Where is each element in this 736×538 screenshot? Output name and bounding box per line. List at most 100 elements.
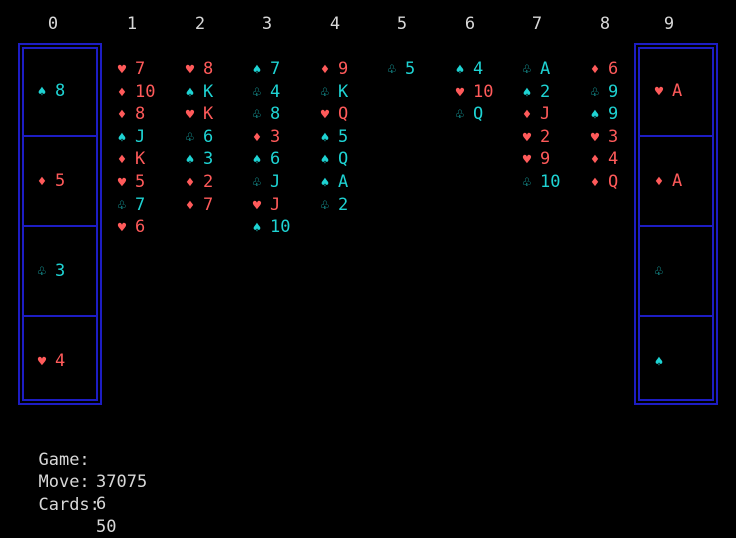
- freecell-3[interactable]: ♥ 4: [35, 350, 65, 372]
- card-rank: Q: [608, 172, 619, 192]
- tableau-card[interactable]: ♥ 2: [520, 126, 550, 148]
- diamond-suit-icon: ♦: [522, 107, 532, 123]
- spade-suit-icon: ♠: [117, 130, 127, 146]
- foundation-diamonds[interactable]: ♦ A: [652, 170, 682, 192]
- tableau-card[interactable]: ♧ 5: [385, 58, 415, 80]
- tableau-card[interactable]: ♦ 4: [588, 148, 618, 170]
- tableau-card[interactable]: ♥ 5: [115, 171, 145, 193]
- move-label: Move:: [38, 472, 90, 492]
- foundation-divider: [640, 315, 712, 317]
- column-number-1: 1: [126, 14, 138, 34]
- freecell-1[interactable]: ♦ 5: [35, 170, 65, 192]
- tableau-card[interactable]: ♧ 7: [115, 194, 145, 216]
- tableau-card[interactable]: ♧ A: [520, 58, 550, 80]
- cards-label: Cards:: [38, 495, 100, 515]
- card-rank: K: [338, 82, 349, 102]
- card-rank: J: [270, 172, 281, 192]
- card-rank: 8: [203, 59, 214, 79]
- tableau-card[interactable]: ♧ Q: [453, 103, 483, 125]
- tableau-card[interactable]: ♠ J: [115, 126, 145, 148]
- card-rank: K: [203, 82, 214, 102]
- spade-suit-icon: ♠: [37, 84, 47, 100]
- tableau-card[interactable]: ♥ 10: [453, 81, 494, 103]
- heart-suit-icon: ♥: [185, 107, 195, 123]
- tableau-card[interactable]: ♧ J: [250, 171, 280, 193]
- tableau-card[interactable]: ♦ 9: [318, 58, 348, 80]
- tableau-card[interactable]: ♠ 5: [318, 126, 348, 148]
- tableau-card[interactable]: ♦ 7: [183, 194, 213, 216]
- heart-suit-icon: ♥: [320, 107, 330, 123]
- tableau-card[interactable]: ♥ 7: [115, 58, 145, 80]
- column-number-3: 3: [261, 14, 273, 34]
- tableau-card[interactable]: ♠ A: [318, 171, 348, 193]
- tableau-card[interactable]: ♠ 3: [183, 148, 213, 170]
- tableau-card[interactable]: ♧ 9: [588, 81, 618, 103]
- tableau-card[interactable]: ♥ 8: [183, 58, 213, 80]
- card-rank: A: [338, 172, 349, 192]
- heart-suit-icon: ♥: [455, 85, 465, 101]
- tableau-card[interactable]: ♠ 6: [250, 148, 280, 170]
- column-number-0: 0: [47, 14, 59, 34]
- heart-suit-icon: ♥: [185, 62, 195, 78]
- club-suit-icon: ♧: [320, 85, 330, 101]
- tableau-card[interactable]: ♥ 3: [588, 126, 618, 148]
- diamond-suit-icon: ♦: [185, 198, 195, 214]
- card-rank: 2: [540, 82, 551, 102]
- game-number: 37075: [96, 472, 148, 492]
- card-rank: 7: [270, 59, 281, 79]
- tableau-card[interactable]: ♥ J: [250, 194, 280, 216]
- spade-suit-icon: ♠: [522, 85, 532, 101]
- tableau-card[interactable]: ♦ J: [520, 103, 550, 125]
- club-suit-icon: ♧: [252, 85, 262, 101]
- tableau-card[interactable]: ♦ Q: [588, 171, 618, 193]
- game-label: Game:: [38, 450, 90, 470]
- tableau-card[interactable]: ♧ 8: [250, 103, 280, 125]
- cards-count-line: Cards: 50: [18, 472, 116, 538]
- tableau-card[interactable]: ♠ 7: [250, 58, 280, 80]
- move-count: 6: [96, 494, 107, 514]
- tableau-card[interactable]: ♧ K: [318, 81, 348, 103]
- card-rank: 9: [608, 104, 619, 124]
- tableau-card[interactable]: ♧ 2: [318, 194, 348, 216]
- heart-suit-icon: ♥: [117, 62, 127, 78]
- freecell-2[interactable]: ♧ 3: [35, 260, 65, 282]
- tableau-card[interactable]: ♠ Q: [318, 148, 348, 170]
- tableau-card[interactable]: ♦ 6: [588, 58, 618, 80]
- tableau-card[interactable]: ♦ K: [115, 148, 145, 170]
- club-suit-icon: ♧: [320, 198, 330, 214]
- tableau-card[interactable]: ♥ K: [183, 103, 213, 125]
- foundation-clubs[interactable]: ♧: [652, 260, 672, 282]
- heart-suit-icon: ♥: [522, 130, 532, 146]
- card-rank: 6: [203, 127, 214, 147]
- card-rank: 3: [608, 127, 619, 147]
- club-suit-icon: ♧: [455, 107, 465, 123]
- card-rank: 2: [540, 127, 551, 147]
- card-rank: 8: [135, 104, 146, 124]
- tableau-card[interactable]: ♧ 6: [183, 126, 213, 148]
- tableau-card[interactable]: ♧ 4: [250, 81, 280, 103]
- tableau-card[interactable]: ♧ 10: [520, 171, 561, 193]
- move-count-line: Move: 6: [18, 449, 106, 515]
- card-rank: 5: [405, 59, 416, 79]
- tableau-card[interactable]: ♠ 9: [588, 103, 618, 125]
- foundation-spades[interactable]: ♠: [652, 350, 672, 372]
- tableau-card[interactable]: ♠ 2: [520, 81, 550, 103]
- tableau-card[interactable]: ♥ 6: [115, 216, 145, 238]
- card-rank: K: [135, 149, 146, 169]
- tableau-card[interactable]: ♥ Q: [318, 103, 348, 125]
- card-rank: A: [540, 59, 551, 79]
- freecell-0[interactable]: ♠ 8: [35, 80, 65, 102]
- spade-suit-icon: ♠: [654, 354, 664, 370]
- tableau-card[interactable]: ♦ 3: [250, 126, 280, 148]
- foundation-divider: [640, 225, 712, 227]
- tableau-card[interactable]: ♠ 10: [250, 216, 291, 238]
- tableau-card[interactable]: ♥ 9: [520, 148, 550, 170]
- foundation-hearts[interactable]: ♥ A: [652, 80, 682, 102]
- tableau-card[interactable]: ♠ 4: [453, 58, 483, 80]
- heart-suit-icon: ♥: [252, 198, 262, 214]
- tableau-card[interactable]: ♦ 10: [115, 81, 156, 103]
- tableau-card[interactable]: ♦ 8: [115, 103, 145, 125]
- card-rank: 4: [473, 59, 484, 79]
- tableau-card[interactable]: ♠ K: [183, 81, 213, 103]
- tableau-card[interactable]: ♦ 2: [183, 171, 213, 193]
